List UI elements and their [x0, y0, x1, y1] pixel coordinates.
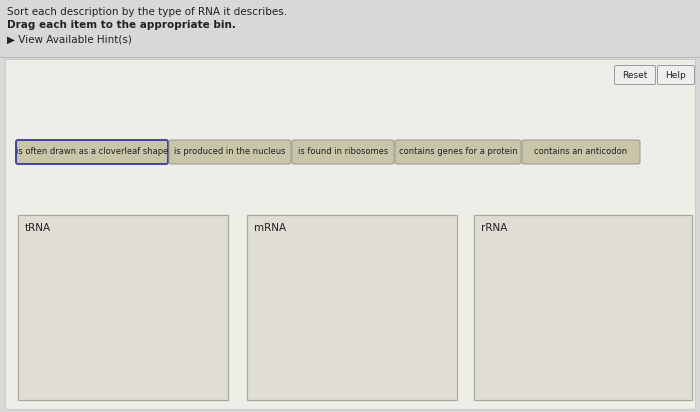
FancyBboxPatch shape [292, 140, 394, 164]
Text: rRNA: rRNA [481, 223, 508, 233]
FancyBboxPatch shape [615, 66, 655, 84]
Text: Help: Help [666, 70, 687, 80]
FancyBboxPatch shape [522, 140, 640, 164]
Text: is often drawn as a cloverleaf shape: is often drawn as a cloverleaf shape [16, 147, 168, 157]
FancyBboxPatch shape [395, 140, 521, 164]
FancyBboxPatch shape [247, 215, 457, 400]
FancyBboxPatch shape [5, 59, 695, 409]
Text: contains an anticodon: contains an anticodon [534, 147, 628, 157]
FancyBboxPatch shape [16, 140, 168, 164]
Text: is produced in the nucleus: is produced in the nucleus [174, 147, 286, 157]
FancyBboxPatch shape [18, 215, 228, 400]
Text: Drag each item to the appropriate bin.: Drag each item to the appropriate bin. [7, 20, 236, 30]
Text: is found in ribosomes: is found in ribosomes [298, 147, 388, 157]
Text: Reset: Reset [622, 70, 648, 80]
FancyBboxPatch shape [169, 140, 291, 164]
Text: ▶ View Available Hint(s): ▶ View Available Hint(s) [7, 34, 132, 44]
Text: tRNA: tRNA [25, 223, 51, 233]
FancyBboxPatch shape [657, 66, 694, 84]
FancyBboxPatch shape [0, 0, 700, 58]
Text: contains genes for a protein: contains genes for a protein [399, 147, 517, 157]
Text: Sort each description by the type of RNA it describes.: Sort each description by the type of RNA… [7, 7, 287, 17]
Text: mRNA: mRNA [254, 223, 286, 233]
FancyBboxPatch shape [474, 215, 692, 400]
